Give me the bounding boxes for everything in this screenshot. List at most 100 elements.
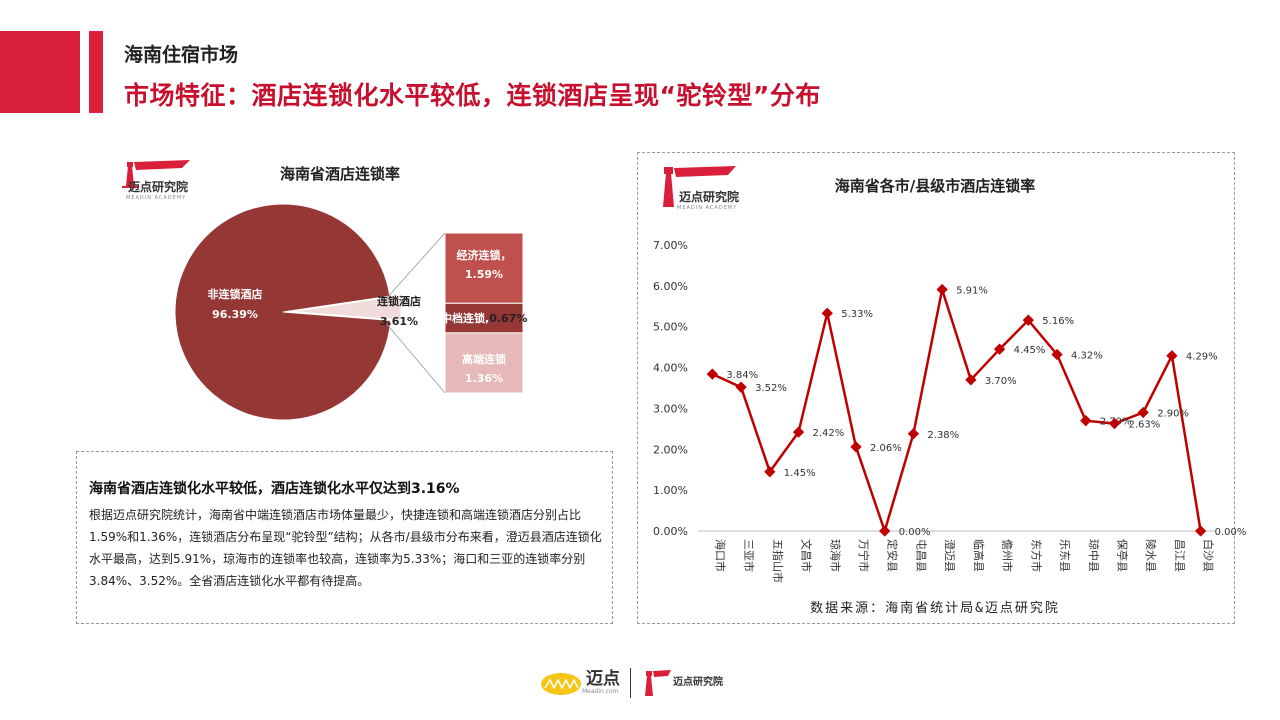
page-title: 市场特征：酒店连锁化水平较低，连锁酒店呈现“驼铃型”分布 (124, 81, 821, 110)
summary-body: 根据迈点研究院统计，海南省中端连锁酒店市场体量最少，快捷连锁和高端连锁酒店分别占… (89, 508, 602, 588)
stack-label-midscale-value: 0.67% (489, 312, 528, 325)
y-tick-label: 2.00% (653, 443, 688, 456)
lighthouse-icon (122, 160, 190, 188)
pie-slice-non-chain (174, 203, 392, 421)
x-tick-label: 昌江县 (1173, 539, 1186, 572)
data-label: 4.32% (1071, 350, 1103, 361)
pie-chart (174, 203, 524, 421)
academy-logo-right (658, 163, 738, 211)
data-label: 2.90% (1157, 409, 1189, 420)
meadin-logo-icon (541, 673, 581, 695)
x-tick-label: 屯昌县 (914, 539, 927, 572)
stack-label-economy-value: 1.59% (464, 268, 504, 281)
line-chart-frame (637, 152, 1235, 624)
data-point (792, 426, 805, 438)
page-subtitle: 海南住宿市场 (124, 44, 239, 66)
data-label: 2.42% (813, 428, 845, 439)
x-tick-label: 临高县 (972, 539, 986, 572)
data-point (965, 374, 977, 386)
x-tick-label: 三亚市 (742, 539, 756, 572)
y-tick-label: 7.00% (653, 239, 688, 252)
x-tick-label: 乐东县 (1058, 539, 1071, 572)
pie-label-main: 非连锁酒店 96.39% (190, 285, 280, 325)
summary-heading: 海南省酒店连锁化水平较低，酒店连锁化水平仅达到3.16% (89, 481, 460, 497)
stack-label-midscale: 中档连锁,0.67% (441, 309, 541, 328)
x-tick-label: 陵水县 (1144, 539, 1157, 572)
x-tick-label: 定安县 (886, 539, 900, 572)
logo-sub: MEADIN ACADEMY (126, 195, 187, 201)
footer-divider (630, 668, 631, 698)
data-point (1108, 417, 1121, 430)
stack-segment-2 (444, 332, 524, 394)
footer-brand-sub: Meadin.com (582, 688, 619, 695)
stack-label-midscale-name: 中档连锁, (441, 312, 490, 325)
x-tick-label: 儋州市 (1001, 539, 1015, 572)
stack-segment-0 (444, 232, 524, 304)
academy-logo-right-text: 迈点研究院 MEADIN ACADEMY (677, 191, 739, 211)
stack-label-upscale: 高端连锁 1.36% (445, 350, 523, 388)
data-label: 3.52% (755, 383, 787, 394)
data-point (764, 466, 776, 478)
pie-label-main-name: 非连锁酒店 (207, 288, 263, 301)
pie-label-main-value: 96.39% (212, 308, 258, 321)
data-label: 3.70% (985, 376, 1017, 387)
pie-label-chain-value: 3.61% (379, 315, 419, 328)
data-point (879, 525, 891, 537)
data-point (1166, 350, 1178, 362)
data-label: 0.00% (1215, 527, 1247, 538)
data-point (850, 441, 862, 453)
y-tick-label: 5.00% (653, 321, 688, 334)
lighthouse-icon (663, 166, 736, 207)
data-point (907, 428, 920, 440)
data-point (993, 343, 1006, 355)
connector-top (384, 232, 446, 301)
data-point (1022, 314, 1034, 326)
data-point (1051, 348, 1063, 361)
data-point (1194, 525, 1207, 537)
pie-slice-chain (292, 295, 402, 321)
data-label: 1.45% (784, 468, 816, 479)
summary-box: 海南省酒店连锁化水平较低，酒店连锁化水平仅达到3.16% 根据迈点研究院统计，海… (76, 451, 613, 624)
data-point (821, 307, 833, 319)
data-point (1080, 415, 1092, 427)
logo-sub: MEADIN ACADEMY (677, 205, 738, 211)
data-point (936, 283, 948, 296)
footer-brand: 迈点 Meadin.com 迈点研究院 (540, 668, 723, 698)
x-tick-label: 澄迈县 (943, 539, 957, 572)
y-tick-label: 0.00% (653, 525, 688, 538)
x-tick-label: 海口市 (713, 539, 727, 572)
x-tick-label: 东方市 (1029, 539, 1043, 572)
connector-bottom (384, 321, 446, 394)
x-tick-label: 保亭县 (1115, 539, 1129, 572)
data-point (706, 368, 719, 380)
logo-text: 迈点研究院 (128, 180, 189, 194)
data-label: 2.63% (1128, 420, 1160, 431)
x-tick-label: 白沙县 (1202, 539, 1216, 572)
data-label: 5.33% (841, 309, 873, 320)
lighthouse-icon (645, 670, 671, 696)
header-accent-bar (89, 31, 103, 113)
data-label: 0.00% (899, 527, 931, 538)
y-tick-label: 6.00% (653, 280, 688, 293)
academy-logo-left-text: 迈点研究院 MEADIN ACADEMY (126, 181, 188, 201)
data-source: 数据来源：海南省统计局&迈点研究院 (810, 601, 1060, 616)
data-label: 5.16% (1042, 316, 1074, 327)
x-tick-label: 万宁市 (857, 539, 871, 572)
x-tick-label: 五指山市 (771, 539, 785, 583)
stack-label-economy-name: 经济连锁， (456, 249, 512, 262)
pie-label-chain-name: 连锁酒店 (377, 295, 421, 308)
stack-label-upscale-value: 1.36% (464, 372, 504, 385)
header-accent-block (0, 31, 80, 113)
pie-chart-title: 海南省酒店连锁率 (279, 165, 400, 183)
y-tick-label: 1.00% (653, 484, 688, 497)
footer-brand-name: 迈点 (586, 669, 620, 689)
data-label: 4.29% (1186, 352, 1218, 363)
series-line (711, 289, 1202, 536)
data-label: 5.91% (956, 286, 988, 297)
data-point (1137, 406, 1149, 419)
stack-label-upscale-name: 高端连锁 (462, 353, 506, 366)
y-tick-label: 3.00% (653, 402, 688, 415)
x-tick-label: 文昌市 (800, 539, 814, 572)
data-label: 4.45% (1014, 345, 1046, 356)
